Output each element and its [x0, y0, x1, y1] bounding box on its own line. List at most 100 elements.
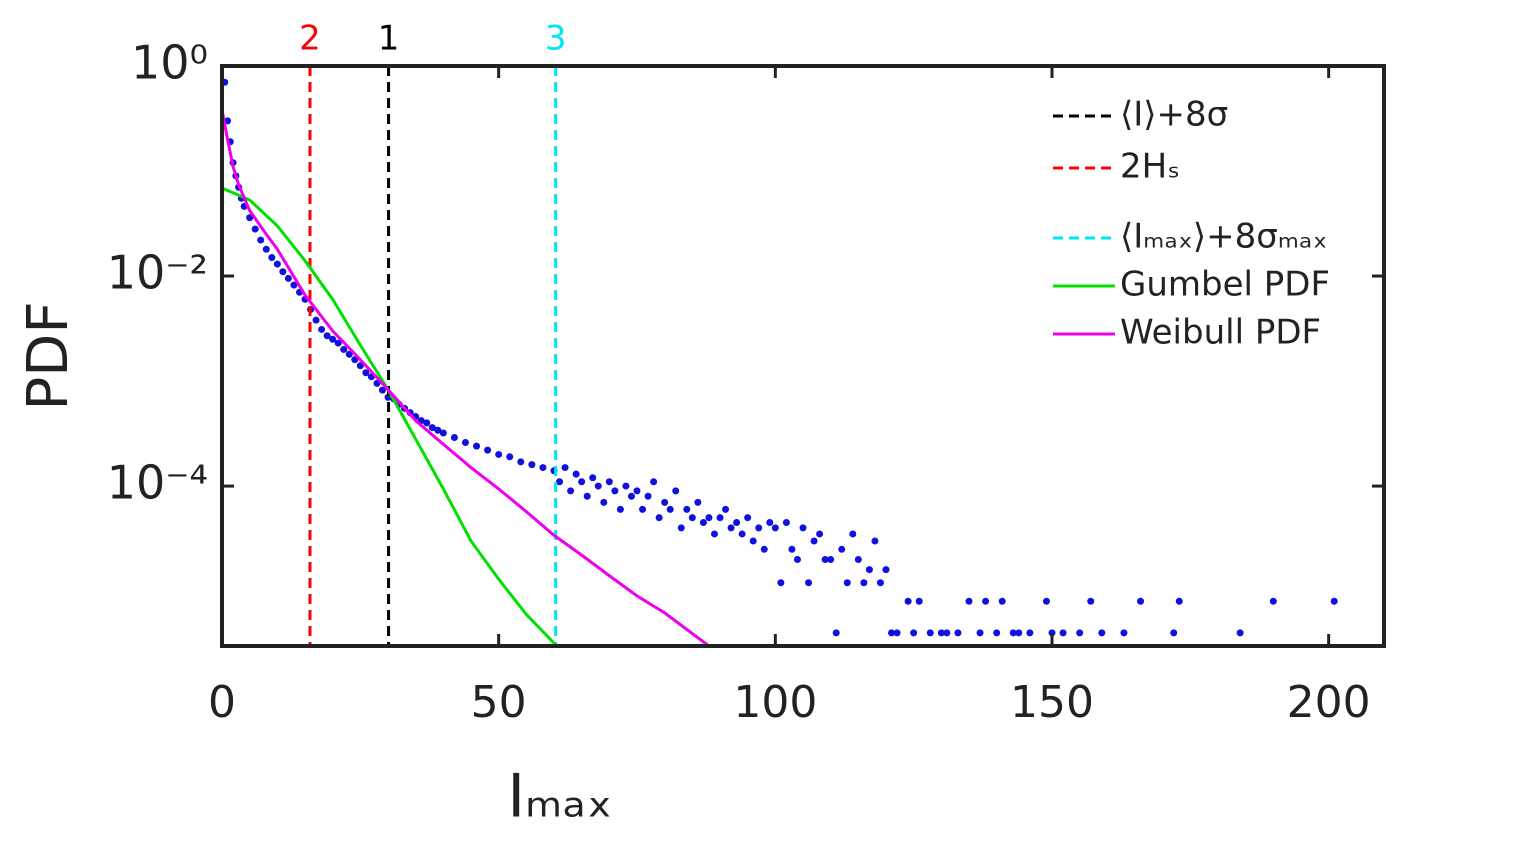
- data-point: [251, 225, 259, 233]
- data-point: [727, 524, 735, 532]
- data-point: [716, 514, 724, 522]
- data-point: [506, 453, 514, 461]
- data-point: [965, 597, 973, 605]
- data-point: [644, 492, 652, 500]
- data-point: [362, 369, 370, 377]
- data-point: [827, 555, 835, 563]
- data-point: [334, 339, 342, 347]
- data-point: [694, 498, 702, 506]
- data-point: [279, 268, 287, 276]
- data-point: [699, 518, 707, 526]
- data-point: [1026, 629, 1034, 637]
- data-point: [805, 579, 813, 587]
- reference-label: 1: [378, 19, 400, 59]
- data-point: [611, 487, 619, 495]
- data-point: [428, 424, 436, 432]
- data-point: [677, 524, 685, 532]
- reference-label: 3: [545, 19, 567, 59]
- data-point: [843, 579, 851, 587]
- data-point: [788, 545, 796, 553]
- data-point: [600, 498, 608, 506]
- data-point: [722, 505, 730, 513]
- data-point: [556, 478, 564, 486]
- data-point: [937, 629, 945, 637]
- data-point: [268, 254, 276, 262]
- data-point: [738, 530, 746, 538]
- data-point: [450, 434, 458, 442]
- data-point: [672, 487, 680, 495]
- data-point: [1015, 629, 1023, 637]
- data-point: [528, 461, 536, 469]
- data-point: [650, 478, 658, 486]
- data-point: [865, 566, 873, 574]
- legend-label: Weibull PDF: [1120, 313, 1321, 353]
- reference-label: 2: [299, 19, 321, 59]
- data-point: [1236, 629, 1244, 637]
- data-point: [832, 629, 840, 637]
- y-tick-label: 10⁻²: [107, 246, 208, 300]
- data-point: [771, 524, 779, 532]
- data-point: [1269, 597, 1277, 605]
- plot-area: [222, 66, 1338, 646]
- data-point: [589, 474, 597, 482]
- plot-frame: [220, 64, 1386, 648]
- data-point: [517, 458, 525, 466]
- data-point: [1175, 597, 1183, 605]
- data-point: [434, 426, 442, 434]
- data-point: [1120, 629, 1128, 637]
- data-point: [882, 566, 890, 574]
- data-point: [910, 629, 918, 637]
- data-point: [257, 236, 265, 244]
- data-point: [1170, 629, 1178, 637]
- data-point: [461, 438, 469, 446]
- data-point: [262, 245, 270, 253]
- fit-line: [222, 109, 710, 646]
- data-point: [749, 537, 757, 545]
- data-point: [539, 464, 547, 472]
- data-point: [340, 345, 348, 353]
- data-point: [1059, 629, 1067, 637]
- data-point: [982, 597, 990, 605]
- data-point: [871, 537, 879, 545]
- data-point: [810, 537, 818, 545]
- data-point: [1048, 629, 1056, 637]
- data-point: [860, 579, 868, 587]
- data-point: [284, 274, 292, 282]
- y-tick-label: 10⁰: [131, 36, 208, 90]
- data-point: [1087, 597, 1095, 605]
- data-point: [484, 446, 492, 454]
- data-point: [733, 518, 741, 526]
- data-point: [1009, 629, 1017, 637]
- data-point: [854, 555, 862, 563]
- data-point: [290, 281, 298, 289]
- data-point: [666, 505, 674, 513]
- data-point: [567, 487, 575, 495]
- data-point: [683, 505, 691, 513]
- x-tick-label: 100: [733, 677, 817, 728]
- data-point: [473, 442, 481, 450]
- data-point: [993, 629, 1001, 637]
- data-point: [777, 579, 785, 587]
- data-point: [744, 514, 752, 522]
- y-axis-label: PDF: [16, 301, 81, 410]
- legend-label: ⟨Iₘₐₓ⟩+8σₘₐₓ: [1120, 217, 1327, 257]
- data-point: [1042, 597, 1050, 605]
- data-point: [351, 356, 359, 364]
- data-point: [915, 597, 923, 605]
- data-point: [888, 629, 896, 637]
- data-point: [1137, 597, 1145, 605]
- data-point: [572, 470, 580, 478]
- x-tick-label: 0: [208, 677, 236, 728]
- data-point: [688, 514, 696, 522]
- data-point: [622, 482, 630, 490]
- data-point: [849, 530, 857, 538]
- data-point: [312, 316, 320, 324]
- data-point: [755, 524, 763, 532]
- data-point: [423, 419, 431, 427]
- data-point: [893, 629, 901, 637]
- data-point: [876, 579, 884, 587]
- data-point: [639, 505, 647, 513]
- y-tick-label: 10⁻⁴: [107, 456, 208, 510]
- data-point: [710, 530, 718, 538]
